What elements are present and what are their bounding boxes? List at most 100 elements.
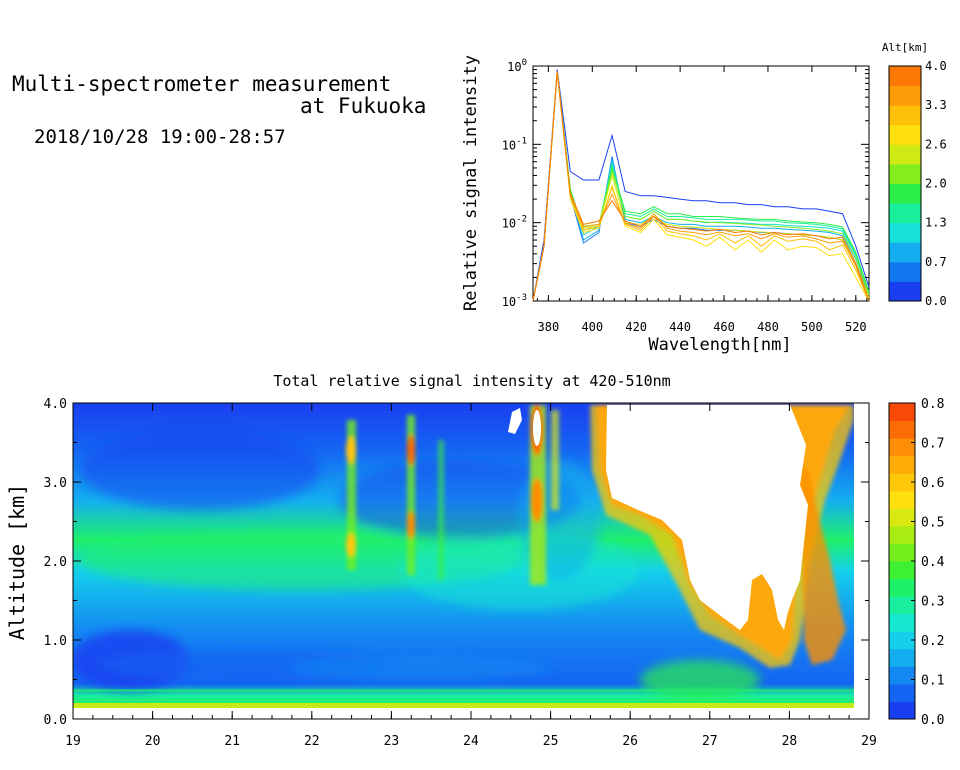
intensity-colorbar-swatch [889,455,915,474]
heatmap-texture [73,430,760,700]
intensity-colorbar-swatch [889,403,915,422]
intensity-colorbar-swatch [889,473,915,492]
intensity-colorbar-swatch [889,578,915,597]
spectrum-x-tick-label: 420 [625,320,647,334]
heatmap-x-tick-label: 29 [861,734,877,749]
altitude-colorbar-tick-label: 4.0 [925,59,947,73]
intensity-colorbar-tick-label: 0.2 [921,634,944,649]
heatmap-x-tick-label: 19 [65,734,81,749]
altitude-colorbar-label: Alt[km] [882,41,928,54]
heatmap-y-tick-label: 4.0 [44,397,67,412]
heatmap-y-tick-label: 3.0 [44,476,67,491]
intensity-colorbar-swatch [889,701,915,720]
spectrum-x-tick-label: 520 [845,320,867,334]
heatmap-x-tick-label: 27 [702,734,718,749]
altitude-colorbar-tick-label: 0.7 [925,255,947,269]
intensity-colorbar-swatch [889,525,915,544]
heatmap-x-tick-label: 28 [782,734,798,749]
intensity-colorbar-tick-label: 0.7 [921,437,944,452]
figure-title-line1: Multi-spectrometer measurement [12,72,392,96]
altitude-colorbar-swatch [889,144,921,165]
low-layer [73,689,854,692]
altitude-colorbar-swatch [889,124,921,145]
spectrum-x-tick-label: 500 [801,320,823,334]
intensity-colorbar-swatch [889,666,915,685]
intensity-colorbar-swatch [889,420,915,439]
spectrum-x-tick-label: 480 [757,320,779,334]
spectrum-series-group [532,69,870,302]
saturated-spot [508,408,522,434]
aerosol-plumes [346,404,559,585]
heatmap-y-tick-label: 1.0 [44,634,67,649]
spectrum-series-line-9 [532,71,870,302]
spectrum-x-tick-label: 400 [581,320,603,334]
intensity-colorbar-tick-label: 0.0 [921,713,944,728]
altitude-colorbar-swatch [889,105,921,126]
spectrum-plot-frame [532,65,870,302]
heatmap-axes: 19 20 21 22 23 24 25 26 27 28 29 0.0 1.0 2.0 3.0 4.0 [44,397,877,749]
spectrum-series-line-10 [532,71,870,302]
ground-layer [73,703,854,708]
heatmap-field [73,403,854,708]
altitude-colorbar-swatch [889,85,921,106]
altitude-colorbar-tick-label: 0.0 [925,294,947,308]
intensity-colorbar-tick-label: 0.5 [921,516,944,531]
heatmap-x-tick-label: 24 [463,734,479,749]
intensity-colorbar-swatch [889,561,915,580]
spectrum-series-line-11 [532,71,870,302]
altitude-colorbar-tick-label: 2.6 [925,137,947,151]
figure-title-line2: at Fukuoka [300,94,427,118]
heatmap-y-tick-label: 0.0 [44,713,67,728]
spectrum-y-tick-label: 10-3 [502,293,527,309]
spectrum-series-line-8 [532,71,870,302]
spectrum-y-tick-label: 100 [507,58,527,74]
altitude-colorbar-tick-label: 2.0 [925,177,947,191]
heatmap-x-tick-label: 22 [304,734,320,749]
spectrum-y-tick-label: 10-1 [502,136,527,152]
altitude-colorbar-swatch [889,163,921,184]
intensity-colorbar-swatch [889,490,915,509]
altitude-colorbar-swatch [889,261,921,282]
intensity-colorbar: 0.0 0.1 0.2 0.3 0.4 0.5 0.6 0.7 0.8 [888,397,945,728]
spectrum-x-tick-label: 460 [713,320,735,334]
heatmap-y-tick-label: 2.0 [44,555,67,570]
intensity-colorbar-tick-label: 0.1 [921,674,944,689]
intensity-colorbar-tick-label: 0.4 [921,555,945,570]
altitude-colorbar-swatch [889,66,921,87]
spectrum-y-tick-label: 10-2 [502,215,527,231]
altitude-colorbar-swatch [889,203,921,224]
altitude-colorbar-frame [888,65,922,302]
intensity-colorbar-swatch [889,543,915,562]
intensity-colorbar-tick-label: 0.8 [921,397,944,412]
intensity-colorbar-tick-label: 0.6 [921,476,944,491]
altitude-colorbar-tick-label: 3.3 [925,98,947,112]
spectrum-x-tick-label: 380 [538,320,560,334]
intensity-colorbar-swatch [889,631,915,650]
spectrum-series-line-0 [532,69,870,302]
spectrum-series-line-2 [532,71,870,302]
spectrum-series-line-6 [532,71,870,302]
altitude-colorbar-swatch [889,222,921,243]
intensity-colorbar-swatch [889,683,915,702]
altitude-colorbar: 0.0 0.7 1.3 2.0 2.6 3.3 4.0 [888,59,947,308]
heatmap-x-tick-label: 26 [622,734,638,749]
heatmap-x-tick-label: 23 [384,734,400,749]
altitude-colorbar-swatch [889,281,921,302]
spectrum-axes: 380 400 420 440 460 480 500 520 10-3 10-2 10-1 100 [502,58,869,334]
intensity-colorbar-swatch [889,648,915,667]
intensity-colorbar-swatch [889,508,915,527]
intensity-colorbar-tick-label: 0.3 [921,595,944,610]
heatmap-title: Total relative signal intensity at 420-5… [273,372,670,390]
measurement-datetime: 2018/10/28 19:00-28:57 [34,126,286,148]
heatmap-x-tick-label: 21 [224,734,240,749]
heatmap-x-tick-label: 25 [543,734,559,749]
intensity-colorbar-swatch [889,613,915,632]
heatmap-x-tick-label: 20 [145,734,161,749]
cloud-saturated-region [606,405,808,630]
spectrum-xlabel: Wavelength[nm] [648,335,791,355]
saturated-spot [533,410,541,446]
altitude-colorbar-swatch [889,242,921,263]
intensity-colorbar-swatch [889,438,915,457]
